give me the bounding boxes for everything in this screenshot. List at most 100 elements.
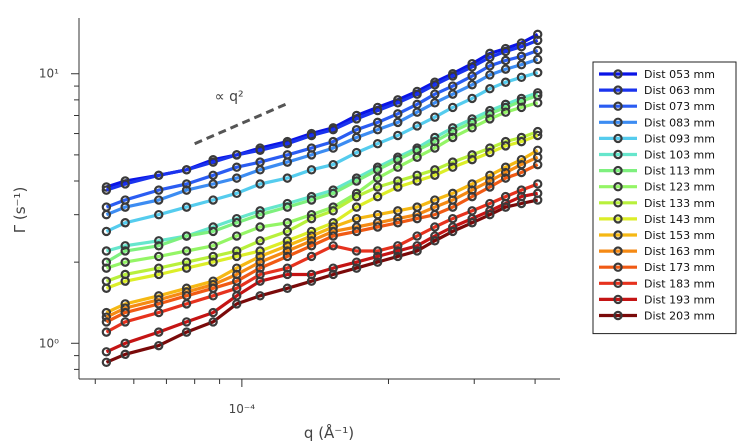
data-point <box>120 257 130 267</box>
data-point <box>351 132 362 143</box>
data-point <box>351 246 362 256</box>
data-point <box>516 102 527 113</box>
data-point <box>533 195 543 205</box>
y-tick-label: 10⁰ <box>39 336 59 350</box>
data-point <box>255 257 265 267</box>
data-point <box>208 226 218 237</box>
legend-swatch-marker <box>613 262 623 272</box>
data-point <box>533 98 543 108</box>
legend-item: Dist 193 mm <box>599 293 715 306</box>
legend-item: Dist 123 mm <box>599 181 715 194</box>
data-point <box>154 195 164 205</box>
data-point <box>306 241 317 251</box>
data-point <box>533 54 543 65</box>
plot-area: 10⁻⁴ 10⁰ 10¹ ∝ q² q (Å⁻¹) Γ (s⁻¹) <box>11 18 560 442</box>
data-point <box>282 283 293 293</box>
data-point <box>232 188 242 199</box>
data-point <box>412 213 422 224</box>
series-line <box>105 134 539 290</box>
data-point <box>467 218 477 228</box>
data-point <box>232 246 242 256</box>
data-point <box>485 61 495 71</box>
data-point <box>372 139 383 149</box>
data-point <box>101 202 112 212</box>
axis-ticks: 10⁻⁴ 10⁰ 10¹ <box>39 67 536 416</box>
data-point <box>154 241 164 251</box>
legend-swatch-marker <box>613 294 623 305</box>
slope-label: ∝ q² <box>215 89 244 105</box>
slope-annotation: ∝ q² <box>194 89 290 146</box>
data-point <box>467 80 477 90</box>
data-point <box>328 159 338 170</box>
data-point <box>448 213 458 224</box>
data-point <box>485 70 495 80</box>
legend-item: Dist 083 mm <box>599 116 715 129</box>
data-point <box>255 236 265 246</box>
data-point <box>208 307 218 318</box>
data-point <box>154 269 164 280</box>
legend-label: Dist 103 mm <box>644 149 715 162</box>
data-point <box>412 170 422 180</box>
data-point <box>372 246 383 256</box>
data-point <box>467 62 477 72</box>
data-point <box>500 141 511 151</box>
data-point <box>208 317 218 327</box>
legend-item: Dist 063 mm <box>599 84 715 97</box>
legend-item: Dist 153 mm <box>599 229 715 242</box>
data-point <box>516 136 527 147</box>
legend-label: Dist 173 mm <box>644 261 715 274</box>
data-point <box>351 114 362 124</box>
data-point <box>120 179 130 189</box>
data-point <box>232 162 242 172</box>
series-layer <box>101 29 543 368</box>
data-point <box>500 173 511 183</box>
data-point <box>255 246 265 256</box>
legend-swatch-marker <box>613 214 623 224</box>
legend-swatch-marker <box>613 69 623 79</box>
legend-item: Dist 113 mm <box>599 165 715 178</box>
data-point <box>533 35 543 46</box>
data-point <box>448 132 458 143</box>
legend-swatch-marker <box>613 230 623 240</box>
data-point <box>208 291 218 301</box>
data-point <box>208 157 218 167</box>
data-point <box>181 317 192 327</box>
legend-label: Dist 113 mm <box>644 165 715 178</box>
data-point <box>101 182 112 192</box>
data-point <box>467 191 477 202</box>
legend-label: Dist 123 mm <box>644 181 715 194</box>
data-point <box>101 185 112 195</box>
legend-label: Dist 063 mm <box>644 84 715 97</box>
data-point <box>393 218 403 228</box>
data-point <box>430 80 440 90</box>
data-point <box>533 67 543 78</box>
data-point <box>393 176 403 186</box>
data-point <box>154 209 164 220</box>
series-line <box>105 94 539 264</box>
legend-label: Dist 093 mm <box>644 132 715 145</box>
data-point <box>533 179 543 189</box>
data-point <box>306 130 317 141</box>
slope-guide-line <box>194 101 290 146</box>
legend-item: Dist 093 mm <box>599 132 715 145</box>
data-point <box>467 123 477 133</box>
legend-item: Dist 183 mm <box>599 277 715 290</box>
data-point <box>412 107 422 117</box>
data-point <box>485 170 495 180</box>
data-point <box>516 72 527 83</box>
data-point <box>120 317 130 327</box>
legend: Dist 053 mm Dist 063 mm Dist 073 mm Dist 08… <box>592 61 737 335</box>
data-point <box>232 299 242 309</box>
legend-swatch-marker <box>613 198 623 208</box>
y-axis-label: Γ (s⁻¹) <box>11 187 29 234</box>
legend-item: Dist 203 mm <box>599 310 715 323</box>
legend-swatch-marker <box>613 101 623 111</box>
data-point <box>372 222 383 232</box>
legend-label: Dist 083 mm <box>644 116 715 129</box>
data-point <box>306 150 317 160</box>
data-point <box>516 51 527 62</box>
data-point <box>485 114 495 124</box>
data-point <box>351 202 362 212</box>
data-point <box>232 251 242 262</box>
